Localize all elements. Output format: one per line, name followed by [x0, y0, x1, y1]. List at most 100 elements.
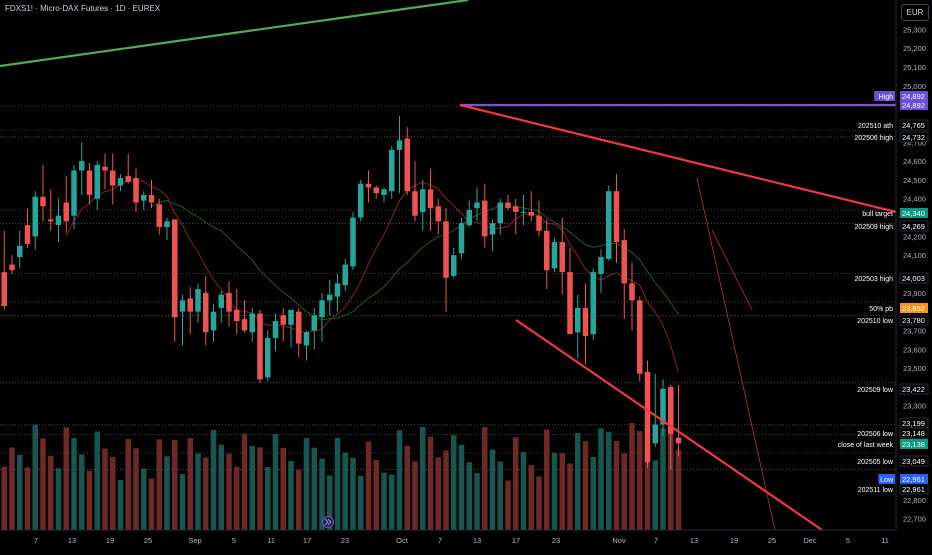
candle-body[interactable] [257, 313, 263, 380]
candle-body[interactable] [79, 161, 85, 171]
candle-body[interactable] [613, 191, 620, 243]
202510-low-label[interactable]: 23,780 202510 low [857, 314, 929, 326]
candle-body[interactable] [24, 225, 31, 244]
candle-body[interactable] [435, 206, 442, 222]
candle-body[interactable] [195, 289, 201, 312]
candle-body[interactable] [117, 178, 124, 186]
candle-body[interactable] [427, 189, 434, 209]
candle-body[interactable] [590, 272, 597, 335]
candle-body[interactable] [32, 196, 39, 237]
candle-body[interactable] [637, 300, 643, 374]
candle-body[interactable] [319, 300, 325, 318]
candle-body[interactable] [567, 272, 573, 335]
candle-body[interactable] [234, 309, 240, 322]
candle-body[interactable] [141, 194, 147, 201]
candle-body[interactable] [443, 221, 449, 278]
candle-body[interactable] [102, 166, 108, 171]
candle-body[interactable] [606, 191, 612, 259]
202505-low-label[interactable]: 23,049 202505 low [857, 455, 929, 467]
candle-body[interactable] [334, 283, 341, 297]
candle-body[interactable] [350, 217, 356, 267]
candle-body[interactable] [210, 311, 217, 331]
candle-body[interactable] [63, 202, 70, 222]
candle-body[interactable] [644, 371, 651, 463]
candle-body[interactable] [241, 319, 248, 331]
high-label[interactable]: 24,892 High [874, 91, 928, 101]
lower-red-trendline[interactable] [515, 319, 823, 531]
50-pb-label[interactable]: 23,852 50% pb [869, 303, 928, 313]
candle-body[interactable] [1, 272, 8, 306]
candle-body[interactable] [172, 219, 178, 318]
202509-low-label[interactable]: 23,422 202509 low [857, 383, 929, 395]
202511-low-label[interactable]: 22,961 202511 low [858, 483, 929, 495]
candle-body[interactable] [94, 164, 101, 199]
candle-body[interactable] [451, 255, 457, 276]
candle-body[interactable] [179, 300, 186, 312]
candle-body[interactable] [497, 202, 504, 224]
candle-body[interactable] [513, 206, 519, 212]
candle-body[interactable] [327, 294, 333, 301]
candle-body[interactable] [544, 230, 550, 271]
upper-red-trendline[interactable] [459, 103, 897, 214]
candle-body[interactable] [598, 257, 604, 274]
candle-body[interactable] [621, 240, 628, 284]
candle-body[interactable] [466, 210, 473, 226]
candle-body[interactable] [86, 170, 93, 195]
candle-body[interactable] [148, 194, 155, 203]
202503-high-label[interactable]: 24,003 202503 high [854, 272, 929, 284]
candle-body[interactable] [575, 307, 581, 333]
candle-body[interactable] [280, 315, 287, 325]
candle-body[interactable] [520, 211, 527, 213]
symbol-title[interactable]: FDXS1! · Micro-DAX Futures · 1D · EUREX [5, 4, 161, 13]
candle-body[interactable] [505, 202, 511, 209]
candle-body[interactable] [652, 424, 659, 444]
candle-body[interactable] [249, 313, 256, 333]
candle-body[interactable] [482, 200, 488, 237]
candle-body[interactable] [668, 386, 674, 434]
candle-body[interactable] [17, 245, 23, 258]
ath-label[interactable]: 24,765 202510 ath [858, 119, 929, 131]
candle-body[interactable] [474, 202, 480, 209]
candle-body[interactable] [125, 176, 132, 182]
candle-body[interactable] [412, 191, 418, 216]
candle-body[interactable] [381, 189, 387, 195]
candle-body[interactable] [303, 332, 310, 346]
candle-body[interactable] [156, 204, 163, 227]
candle-body[interactable] [396, 140, 403, 150]
bull-target-label[interactable]: 24,340 bull target [862, 208, 928, 218]
extra-label[interactable]: 23,199 [899, 417, 929, 429]
candle-body[interactable] [265, 337, 271, 378]
candle-body[interactable] [629, 283, 635, 301]
candle-body[interactable] [404, 138, 411, 192]
candle-body[interactable] [133, 178, 139, 203]
green-trendline[interactable] [0, 0, 469, 68]
202506-low-label[interactable]: 23,148 202506 low [857, 427, 929, 439]
candle-body[interactable] [373, 187, 380, 194]
candle-body[interactable] [365, 183, 372, 188]
candle-body[interactable] [551, 242, 558, 269]
bar-replay-icon[interactable] [322, 516, 334, 528]
candle-body[interactable] [660, 388, 666, 425]
candle-body[interactable] [582, 307, 589, 337]
candle-body[interactable] [489, 223, 496, 235]
candle-body[interactable] [40, 196, 46, 207]
candle-body[interactable] [226, 292, 232, 312]
202506-high-label[interactable]: 24,732 202506 high [854, 131, 929, 143]
candle-body[interactable] [48, 219, 54, 222]
candle-body[interactable] [272, 321, 279, 338]
candle-body[interactable] [55, 215, 62, 226]
candle-body[interactable] [187, 298, 194, 312]
candle-body[interactable] [218, 294, 225, 308]
candle-body[interactable] [164, 221, 170, 227]
candle-body[interactable] [71, 170, 77, 216]
candle-body[interactable] [458, 223, 465, 254]
high-line-label[interactable]: 24,892 [900, 100, 928, 110]
currency-button[interactable]: EUR [901, 4, 929, 21]
low-label[interactable]: 22,961 Low [878, 474, 928, 484]
candle-body[interactable] [110, 170, 116, 186]
candle-body[interactable] [528, 211, 535, 216]
candle-body[interactable] [342, 264, 349, 286]
candle-body[interactable] [203, 292, 209, 333]
